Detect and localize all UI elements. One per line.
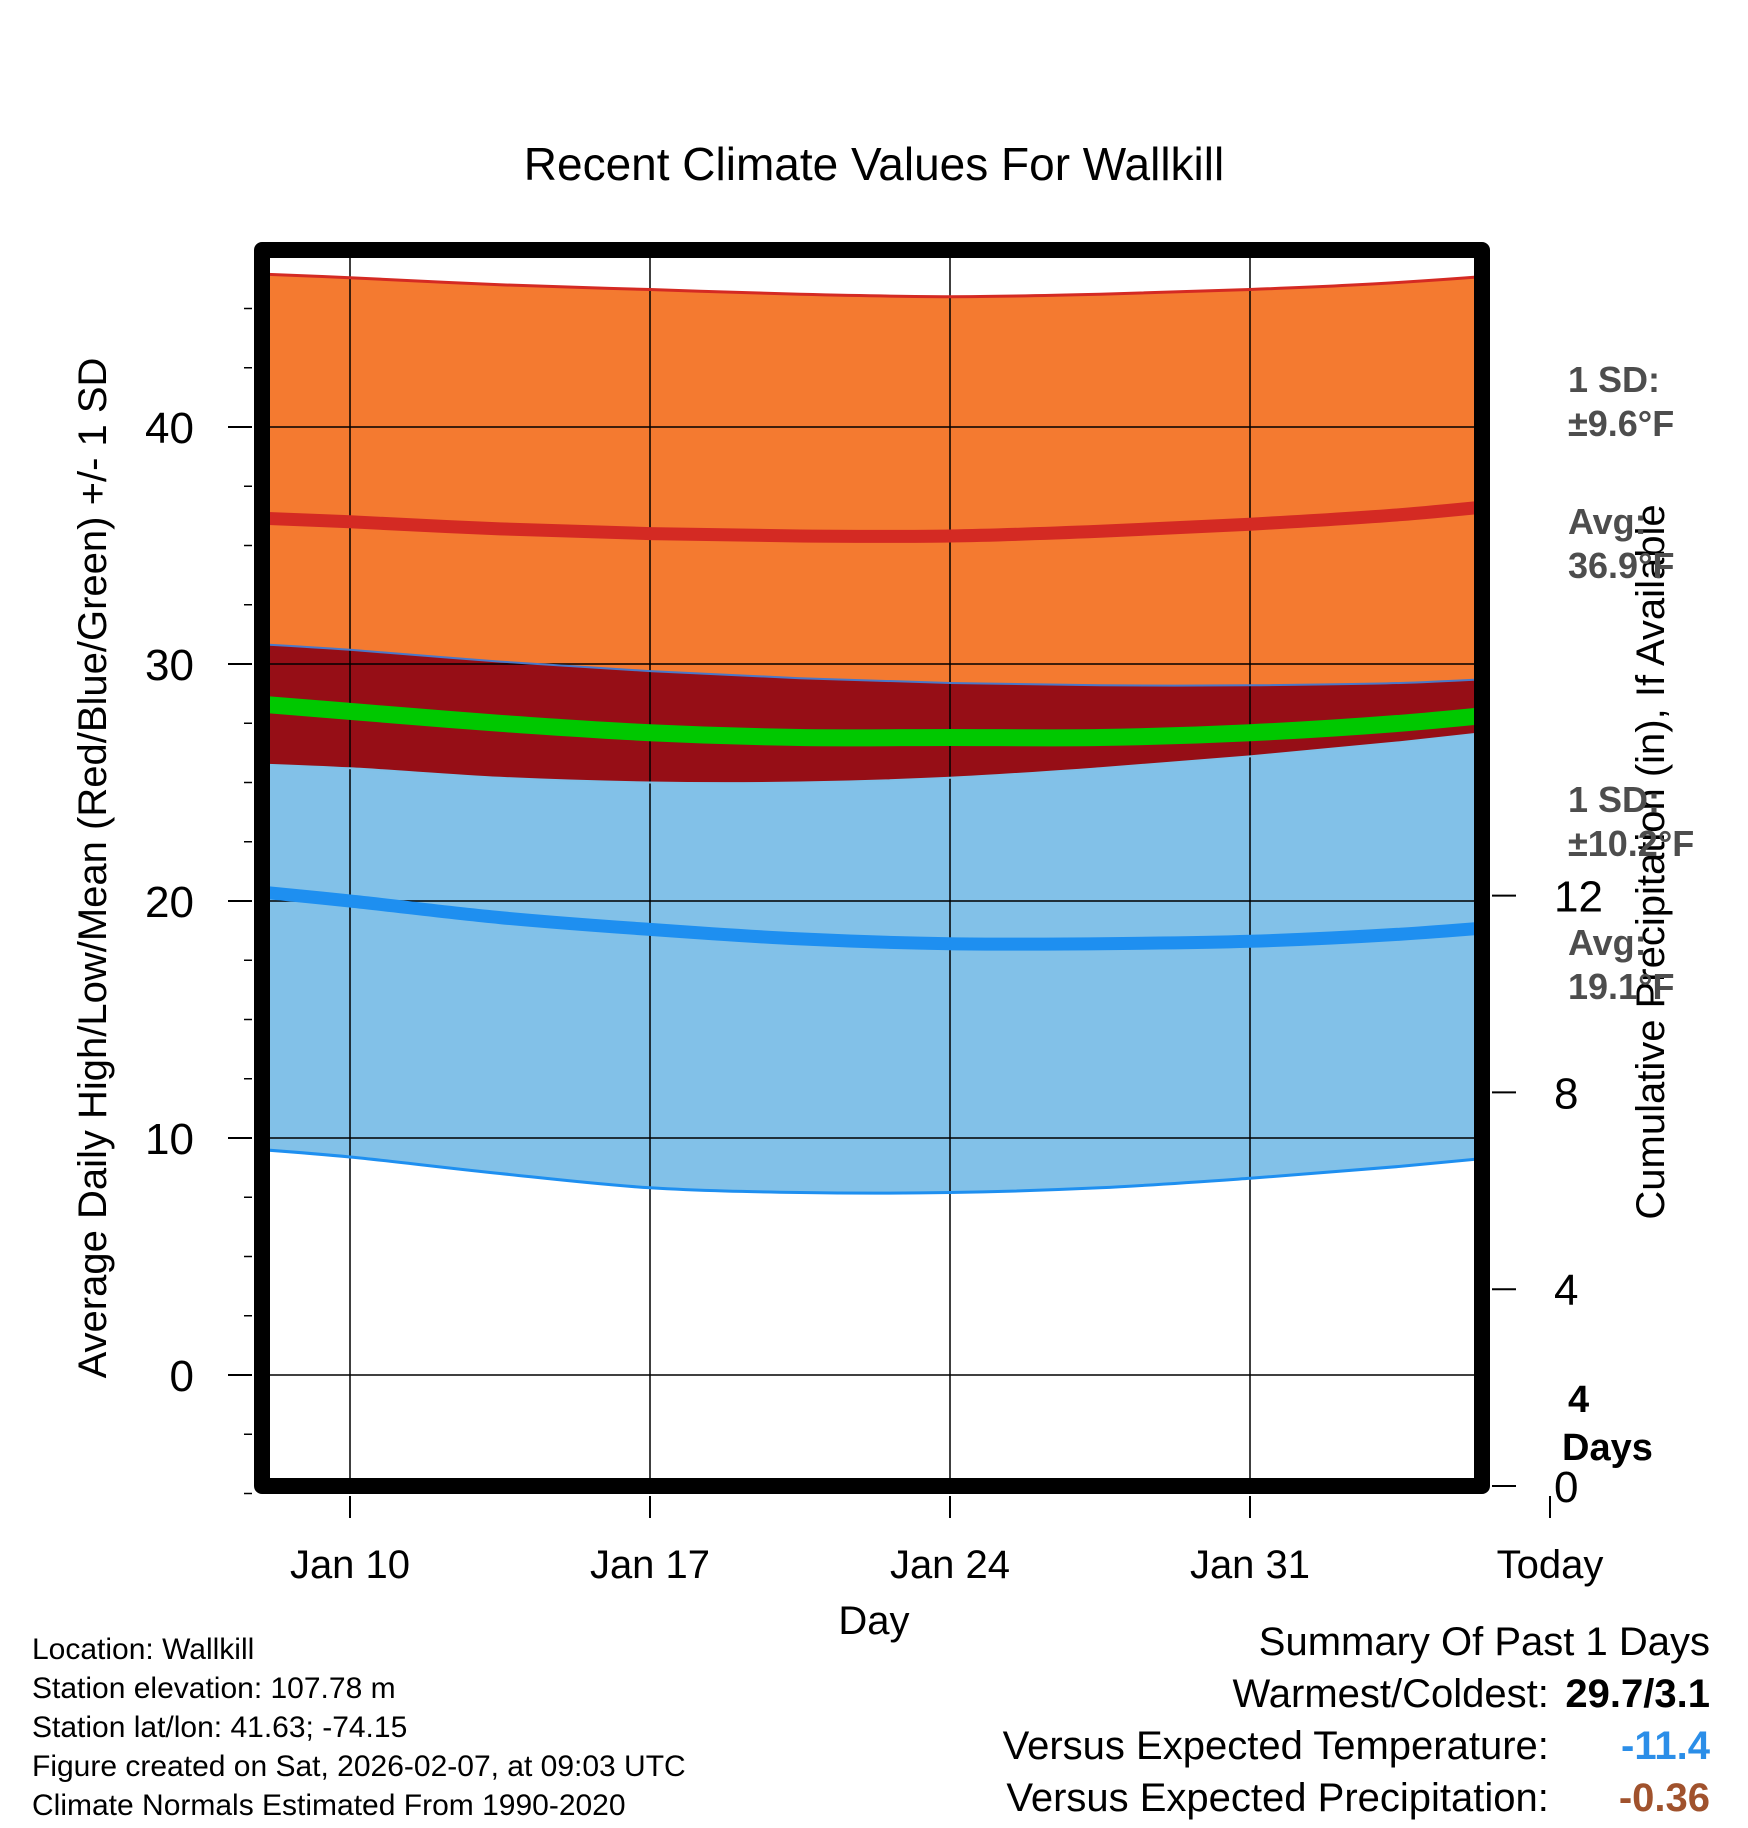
mean-line [262, 695, 1482, 747]
x-axis-title: Day [838, 1599, 909, 1643]
y-tick-label: 40 [145, 404, 194, 453]
y2-tick-label: 4 [1554, 1266, 1578, 1315]
high-average-marker [1535, 485, 1565, 515]
precip-anomaly-label: Versus Expected Precipitation: [1006, 1776, 1549, 1820]
warmest-label: Warmest/Coldest: [1232, 1672, 1549, 1716]
latlon-text: Station lat/lon: 41.63; -74.15 [32, 1711, 408, 1744]
x-tick-label: Jan 24 [890, 1543, 1010, 1587]
elevation-text: Station elevation: 107.78 m [32, 1672, 396, 1705]
high-average-line [262, 500, 1482, 543]
low-plus-sd-line [262, 732, 1482, 785]
y2-axis-title: Cumulative Precipitation (in), If Availa… [1629, 504, 1673, 1219]
location-text: Location: Wallkill [32, 1633, 255, 1666]
low-sd-band [262, 733, 1482, 1194]
y2-tick-label: 12 [1554, 873, 1603, 922]
summary-precip-row: Versus Expected Precipitation: -0.36 [1003, 1772, 1710, 1824]
precip-anomaly-value: -0.36 [1618, 1776, 1710, 1820]
high-sd-band [262, 274, 1482, 686]
low-average-line [262, 885, 1482, 951]
temp-anomaly-value: -11.4 [1621, 1724, 1710, 1768]
x-tick-label: Jan 17 [590, 1543, 710, 1587]
days-count: 4 [1568, 1379, 1589, 1421]
x-tick-label: Jan 31 [1190, 1543, 1310, 1587]
summary-panel: Summary Of Past 1 Days Warmest/Coldest: … [1003, 1616, 1710, 1824]
y-tick-label: 20 [145, 878, 194, 927]
x-tick-label: Jan 10 [290, 1543, 410, 1587]
y-tick-label: 0 [170, 1352, 194, 1401]
y-tick-label: 10 [145, 1115, 194, 1164]
chart-title: Recent Climate Values For Wallkill [524, 138, 1224, 190]
y2-tick-label: 8 [1554, 1069, 1578, 1118]
high-sd-value: ±9.6°F [1568, 403, 1674, 444]
high-avg-value: 36.9°F [1568, 545, 1674, 586]
low-avg-value: 19.1°F [1568, 966, 1674, 1007]
low-sd-title: 1 SD: [1568, 779, 1660, 820]
created-text: Figure created on Sat, 2026-02-07, at 09… [32, 1750, 686, 1783]
plot-area [262, 250, 1565, 1486]
low-avg-title: Avg: [1568, 922, 1647, 963]
observed-low-point [1494, 1291, 1516, 1313]
low-minus-sd-line [262, 1148, 1482, 1195]
station-info: Location: Wallkill Station elevation: 10… [32, 1630, 686, 1825]
summary-title: Summary Of Past 1 Days [1258, 1620, 1710, 1664]
temp-anomaly-label: Versus Expected Temperature: [1002, 1724, 1549, 1768]
warmest-value: 29.7/3.1 [1565, 1672, 1710, 1716]
high-plus-sd-line [262, 272, 1482, 299]
high-avg-title: Avg: [1568, 501, 1647, 542]
summary-temp-row: Versus Expected Temperature: -11.4 [1003, 1720, 1710, 1772]
days-label: Days [1562, 1427, 1653, 1469]
observed-high-point [1494, 660, 1516, 682]
high-sd-title: 1 SD: [1568, 359, 1660, 400]
plot-frame [254, 242, 1490, 1494]
y-axis-title: Average Daily High/Low/Mean (Red/Blue/Gr… [71, 358, 115, 1379]
low-sd-value: ±10.2°F [1568, 823, 1694, 864]
summary-warmest-row: Warmest/Coldest: 29.7/3.1 [1003, 1668, 1711, 1720]
normals-text: Climate Normals Estimated From 1990-2020 [32, 1789, 626, 1822]
x-tick-label: Today [1497, 1543, 1604, 1587]
y-tick-label: 30 [145, 641, 194, 690]
high-minus-sd-line [262, 643, 1482, 687]
y2-tick-label: 0 [1554, 1463, 1578, 1512]
overlap-band [262, 644, 1482, 784]
